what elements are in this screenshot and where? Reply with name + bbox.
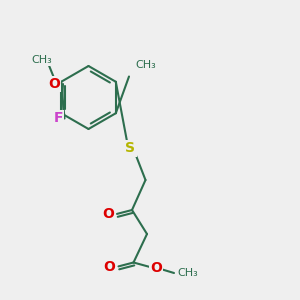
Text: S: S <box>125 142 136 155</box>
Text: F: F <box>54 112 63 125</box>
Text: O: O <box>103 260 116 274</box>
Text: O: O <box>150 262 162 275</box>
Text: CH₃: CH₃ <box>177 268 198 278</box>
Text: O: O <box>102 208 114 221</box>
Text: CH₃: CH₃ <box>32 55 52 65</box>
Text: CH₃: CH₃ <box>135 61 156 70</box>
Text: O: O <box>48 77 60 91</box>
